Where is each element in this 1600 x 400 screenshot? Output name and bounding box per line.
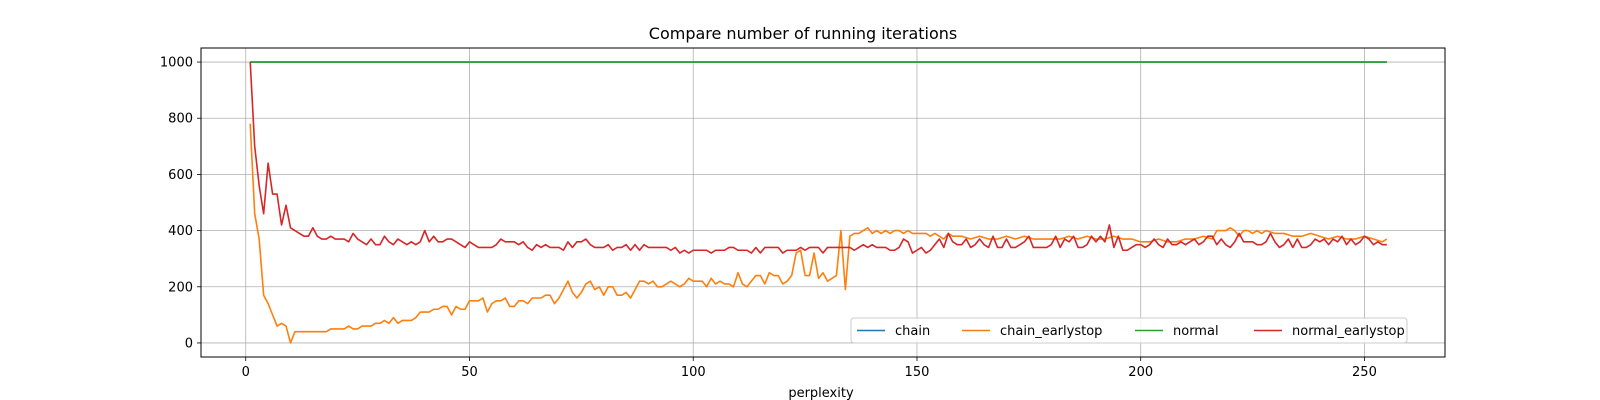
plot-frame [200, 47, 1446, 358]
y-tick-label: 400 [168, 224, 193, 239]
legend-label-normal-earlystop: normal_earlystop [1292, 324, 1405, 339]
x-tick-label: 50 [461, 365, 478, 380]
x-tick-label: 0 [242, 365, 250, 380]
x-tick-label: 250 [1352, 365, 1377, 380]
series-line-normal-earlystop [249, 62, 1387, 254]
x-tick-label: 200 [1128, 365, 1153, 380]
legend: chain chain_earlystop normal normal_earlyst… [850, 317, 1408, 344]
legend-box [850, 317, 1408, 344]
legend-label-chain: chain [895, 324, 930, 339]
x-tick-label: 150 [905, 365, 930, 380]
y-tick-label: 1000 [160, 56, 193, 71]
x-axis-ticks: 0 50 100 150 200 250 [242, 357, 1377, 380]
y-tick-label: 0 [185, 336, 193, 351]
legend-label-chain-earlystop: chain_earlystop [1000, 324, 1102, 339]
y-axis-ticks: 0 200 400 600 800 1000 [160, 56, 201, 351]
chart-title: Compare number of running iterations [649, 24, 957, 43]
y-tick-label: 600 [168, 168, 193, 183]
series-layer [249, 61, 1388, 344]
legend-label-normal: normal [1173, 324, 1219, 339]
x-tick-label: 100 [681, 365, 706, 380]
series-line-chain-earlystop [249, 123, 1388, 344]
y-tick-label: 200 [168, 280, 193, 295]
y-tick-label: 800 [168, 112, 193, 127]
x-axis-label: perplexity [788, 386, 854, 400]
